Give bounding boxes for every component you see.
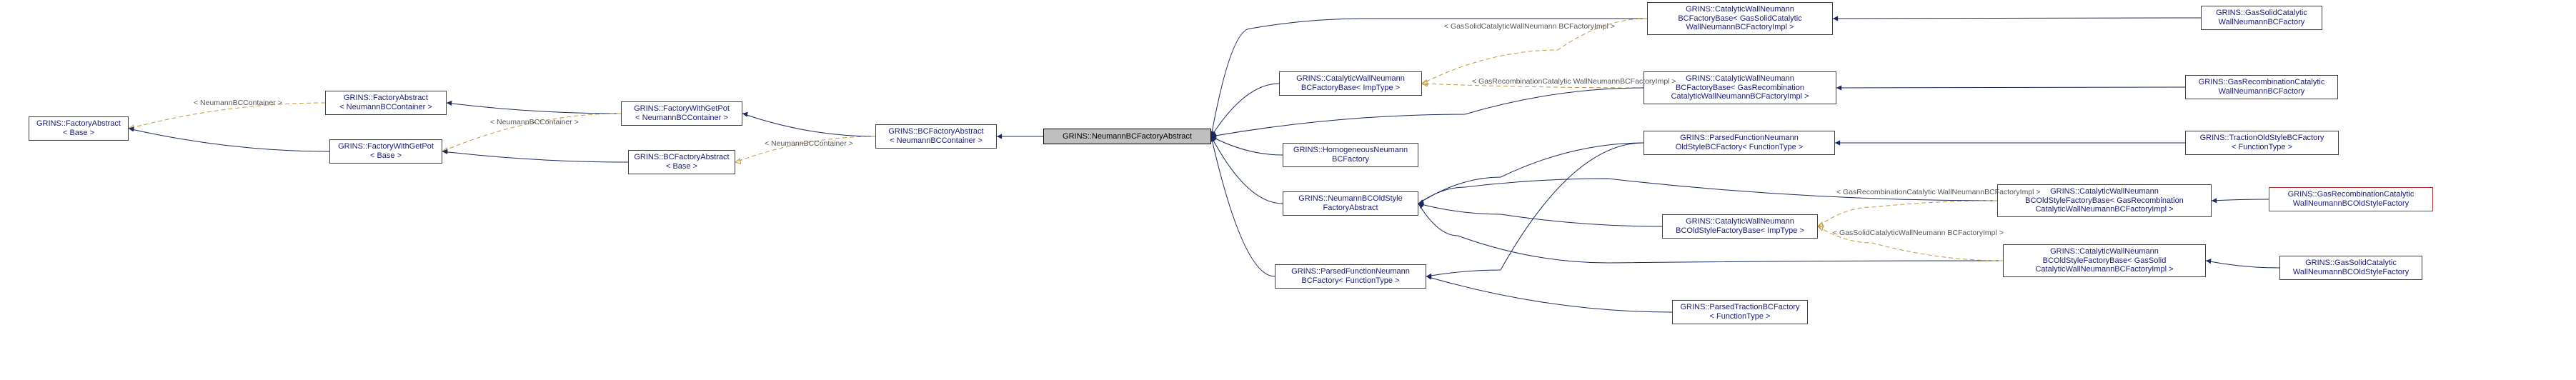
inheritance-edge xyxy=(1211,84,1279,136)
class-node[interactable]: GRINS::ParsedFunctionNeumann OldStyleBCF… xyxy=(1643,131,1835,155)
edge-label: < NeumannBCContainer > xyxy=(194,99,282,107)
class-node[interactable]: GRINS::TractionOldStyleBCFactory < Funct… xyxy=(2185,131,2339,155)
class-node[interactable]: GRINS::GasRecombinationCatalytic WallNeu… xyxy=(2185,75,2338,99)
inheritance-edge xyxy=(447,103,621,114)
class-node[interactable]: GRINS::CatalyticWallNeumann BCFactoryBas… xyxy=(1279,71,1422,96)
edge-label: < NeumannBCContainer > xyxy=(490,118,579,126)
inheritance-edge xyxy=(1211,88,1643,136)
edge-label: < GasSolidCatalyticWallNeumann BCFactory… xyxy=(1444,22,1615,31)
inheritance-edge xyxy=(129,129,329,151)
edge-label: < GasSolidCatalyticWallNeumann BCFactory… xyxy=(1833,229,2004,237)
class-node[interactable]: GRINS::BCFactoryAbstract < NeumannBCCont… xyxy=(875,124,997,149)
class-node[interactable]: GRINS::CatalyticWallNeumann BCOldStyleFa… xyxy=(1662,214,1818,239)
inheritance-edge xyxy=(1818,201,1997,226)
inheritance-edge xyxy=(1833,18,2201,19)
class-node[interactable]: GRINS::CatalyticWallNeumann BCFactoryBas… xyxy=(1647,2,1833,35)
class-node[interactable]: GRINS::FactoryAbstract < Base > xyxy=(29,116,129,141)
class-node[interactable]: GRINS::GasRecombinationCatalytic WallNeu… xyxy=(2269,187,2433,211)
inheritance-edge xyxy=(1211,136,1283,204)
class-node: GRINS::NeumannBCFactoryAbstract xyxy=(1043,129,1211,144)
inheritance-edge xyxy=(1211,136,1283,155)
inheritance-edge xyxy=(442,151,628,162)
edge-label: < NeumannBCContainer > xyxy=(765,139,853,148)
class-node[interactable]: GRINS::FactoryWithGetPot < NeumannBCCont… xyxy=(621,101,742,126)
class-node[interactable]: GRINS::GasSolidCatalytic WallNeumannBCOl… xyxy=(2279,256,2422,280)
class-node[interactable]: GRINS::CatalyticWallNeumann BCFactoryBas… xyxy=(1643,71,1836,104)
inheritance-edge xyxy=(2206,261,2279,268)
inheritance-edge xyxy=(1211,136,1275,276)
inheritance-diagram: GRINS::FactoryAbstract < Base >GRINS::Fa… xyxy=(0,0,2576,380)
inheritance-edge xyxy=(1418,204,1662,226)
class-node[interactable]: GRINS::BCFactoryAbstract < Base > xyxy=(628,150,735,174)
inheritance-edge xyxy=(1836,87,2185,88)
inheritance-edge xyxy=(1426,276,1672,312)
class-node[interactable]: GRINS::FactoryWithGetPot < Base > xyxy=(329,139,442,164)
class-node[interactable]: GRINS::ParsedTractionBCFactory < Functio… xyxy=(1672,300,1808,324)
inheritance-edge xyxy=(2212,199,2269,201)
edge-label: < GasRecombinationCatalytic WallNeumannB… xyxy=(1836,188,2041,196)
inheritance-edge xyxy=(1418,143,1643,204)
class-node[interactable]: GRINS::NeumannBCOldStyle FactoryAbstract xyxy=(1283,191,1418,216)
class-node[interactable]: GRINS::FactoryAbstract < NeumannBCContai… xyxy=(325,91,447,115)
class-node[interactable]: GRINS::ParsedFunctionNeumann BCFactory< … xyxy=(1275,264,1426,289)
edge-label: < GasRecombinationCatalytic WallNeumannB… xyxy=(1472,77,1676,86)
inheritance-edge xyxy=(742,114,875,136)
class-node[interactable]: GRINS::HomogeneousNeumann BCFactory xyxy=(1283,143,1418,167)
class-node[interactable]: GRINS::GasSolidCatalytic WallNeumannBCFa… xyxy=(2201,6,2322,30)
class-node[interactable]: GRINS::CatalyticWallNeumann BCOldStyleFa… xyxy=(2003,244,2206,277)
